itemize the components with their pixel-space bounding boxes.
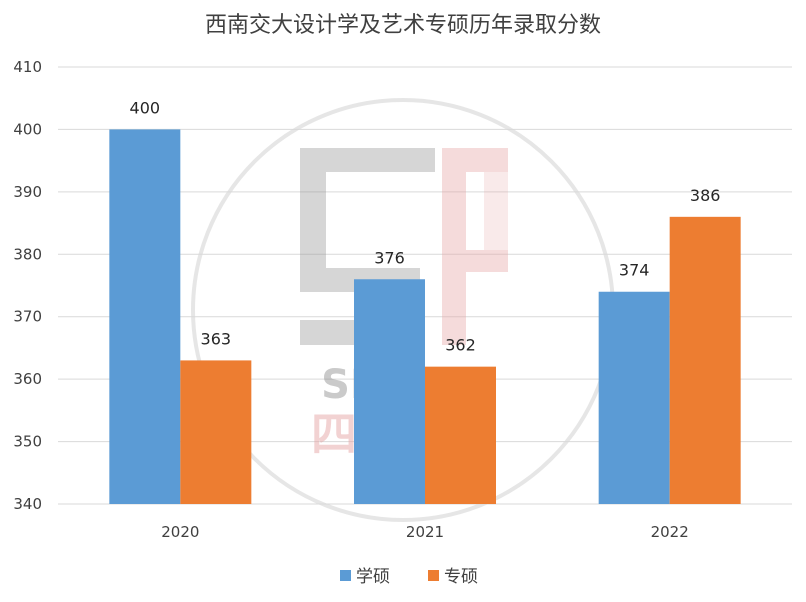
y-tick-label: 360 [13, 370, 42, 388]
x-tick-label-2022: 2022 [651, 523, 689, 541]
bar-2021-专硕 [425, 366, 496, 504]
watermark-logo-red-inner [484, 172, 508, 250]
y-tick-label: 350 [13, 433, 42, 451]
legend-swatch-学硕 [340, 570, 351, 581]
y-tick-label: 370 [13, 308, 42, 326]
watermark-logo-red [442, 148, 508, 345]
y-tick-label: 410 [13, 58, 42, 76]
legend-label-学硕: 学硕 [356, 567, 390, 587]
data-label-2020-学硕: 400 [130, 98, 161, 117]
y-axis: 340 350 360 370 380 390 400 410 [13, 58, 42, 513]
y-tick-label: 380 [13, 245, 42, 263]
legend-label-专硕: 专硕 [444, 567, 478, 587]
data-labels: 400 363 376 362 374 386 [130, 98, 721, 354]
data-label-2022-学硕: 374 [619, 261, 650, 280]
bar-2022-专硕 [669, 216, 741, 505]
x-tick-label-2020: 2020 [161, 523, 199, 541]
y-tick-label: 400 [13, 120, 42, 138]
data-label-2021-专硕: 362 [445, 336, 476, 355]
bar-2021-学硕 [354, 279, 425, 504]
legend: 学硕 专硕 [340, 567, 478, 587]
chart-title: 西南交大设计学及艺术专硕历年录取分数 [205, 13, 601, 38]
data-label-2022-专硕: 386 [690, 186, 721, 205]
bar-2020-学硕 [109, 129, 181, 504]
x-tick-label-2021: 2021 [406, 523, 444, 541]
bar-2022-学硕 [598, 291, 670, 504]
x-axis: 2020 2021 2022 [161, 523, 689, 541]
y-tick-label: 390 [13, 183, 42, 201]
bars [109, 129, 741, 505]
legend-swatch-专硕 [428, 570, 439, 581]
data-label-2021-学硕: 376 [374, 248, 405, 267]
data-label-2020-专硕: 363 [201, 329, 232, 348]
bar-2020-专硕 [180, 360, 252, 504]
y-tick-label: 340 [13, 495, 42, 513]
